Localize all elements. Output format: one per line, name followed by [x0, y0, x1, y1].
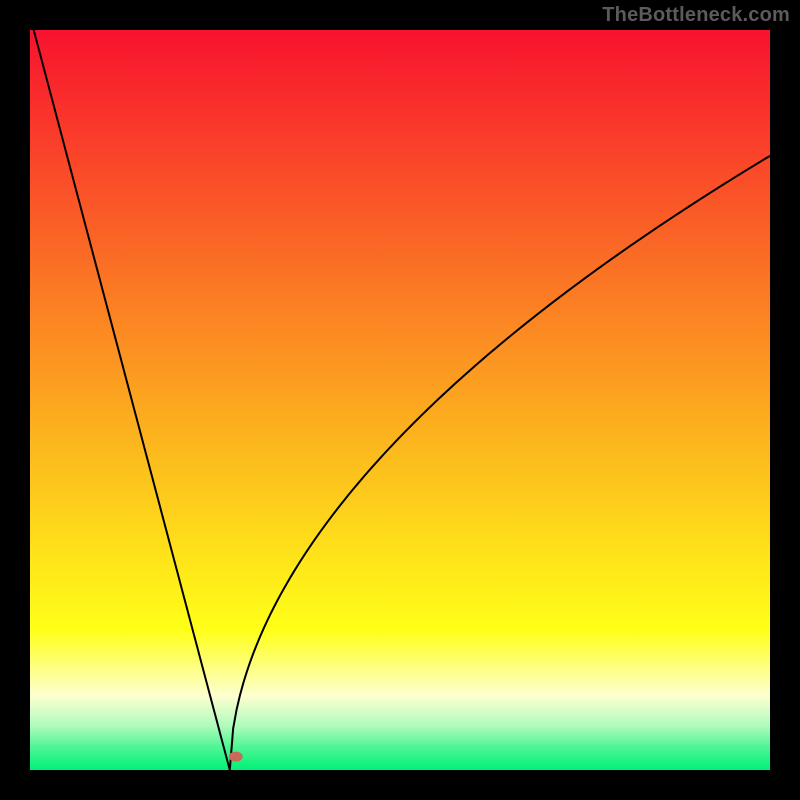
- minimum-marker: [229, 752, 243, 762]
- gradient-background: [30, 30, 770, 770]
- border-left: [0, 0, 30, 800]
- bottleneck-chart: [0, 0, 800, 800]
- border-bottom: [0, 770, 800, 800]
- chart-container: TheBottleneck.com: [0, 0, 800, 800]
- watermark-text: TheBottleneck.com: [602, 4, 790, 27]
- border-right: [770, 0, 800, 800]
